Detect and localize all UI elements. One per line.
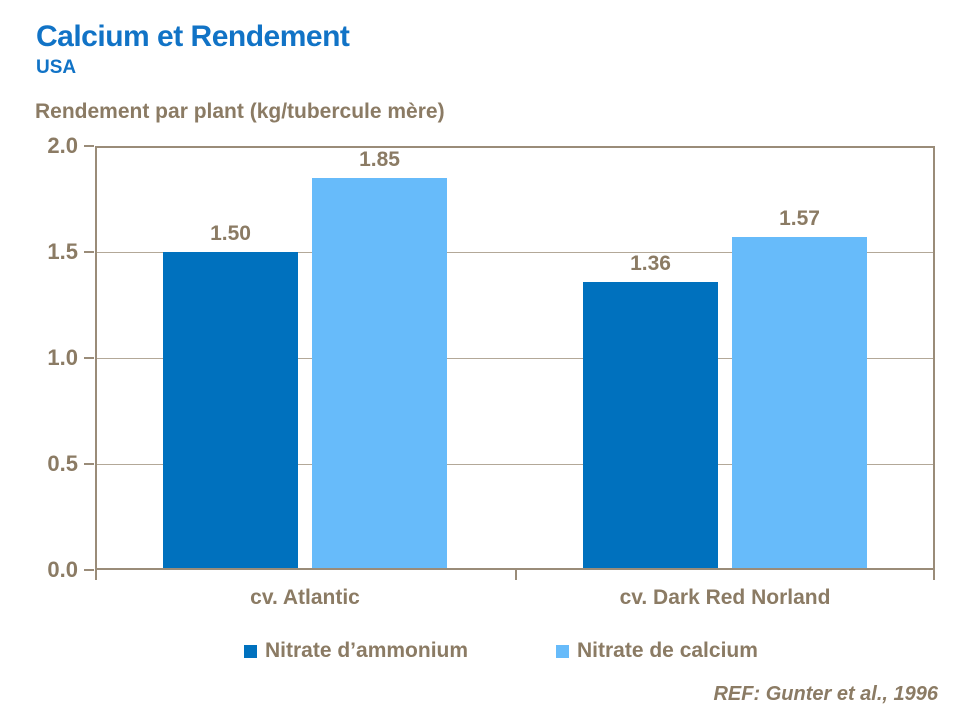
y-tick-0.0 [84, 569, 94, 571]
y-tick-1.5 [84, 251, 94, 253]
bar-value-label: 1.85 [359, 147, 400, 171]
page-subtitle: USA [36, 57, 77, 78]
category-label: cv. Atlantic [250, 586, 360, 609]
y-tick-label: 1.0 [47, 345, 78, 370]
bar-cv. Dark Red Norland-Nitrate de calcium [732, 237, 867, 570]
y-axis-title: Rendement par plant (kg/tubercule mère) [35, 100, 445, 123]
legend-item: Nitrate de calcium [556, 639, 758, 663]
x-axis-line [95, 568, 935, 570]
y-tick-label: 0.0 [47, 557, 78, 582]
x-tick [95, 570, 97, 580]
y-tick-label: 1.5 [47, 239, 78, 264]
x-tick [515, 570, 517, 580]
y-axis-labels: 2.0 1.5 1.0 0.5 0.0 [0, 134, 78, 582]
reference-citation: REF: Gunter et al., 1996 [713, 683, 938, 705]
y-tick-0.5 [84, 463, 94, 465]
gridline-1.5 [95, 251, 935, 253]
plot-border-right [933, 146, 935, 570]
page-title: Calcium et Rendement [36, 20, 350, 53]
bar-value-label: 1.57 [779, 207, 820, 231]
legend-swatch-icon [244, 644, 257, 658]
gridline-0.5 [95, 463, 935, 465]
y-tick-label: 2.0 [47, 133, 78, 158]
x-tick [933, 570, 935, 580]
y-axis-line [95, 146, 97, 570]
legend-item: Nitrate d’ammonium [244, 639, 468, 663]
legend-label: Nitrate de calcium [577, 639, 758, 662]
y-tick-2.0 [84, 145, 94, 147]
legend-label: Nitrate d’ammonium [265, 639, 469, 662]
y-tick-label: 0.5 [47, 451, 78, 476]
plot-area: 1.50 1.85 1.36 1.57 [84, 145, 935, 580]
x-axis-labels: cv. Atlantic cv. Dark Red Norland [95, 586, 935, 612]
bar-value-label: 1.50 [210, 222, 251, 245]
chart-legend: Nitrate d’ammonium Nitrate de calcium [0, 639, 960, 665]
bar-cv. Atlantic-Nitrate de calcium [312, 177, 447, 570]
y-tick-1.0 [84, 357, 94, 359]
bar-value-label: 1.36 [630, 251, 671, 275]
plot-border-top [95, 146, 935, 148]
gridline-1.0 [95, 357, 935, 359]
bar-cv. Dark Red Norland-Nitrate d’ammonium [583, 281, 718, 570]
bar-cv. Atlantic-Nitrate d’ammonium [163, 252, 298, 570]
legend-swatch-icon [556, 644, 569, 658]
category-label: cv. Dark Red Norland [619, 586, 831, 609]
